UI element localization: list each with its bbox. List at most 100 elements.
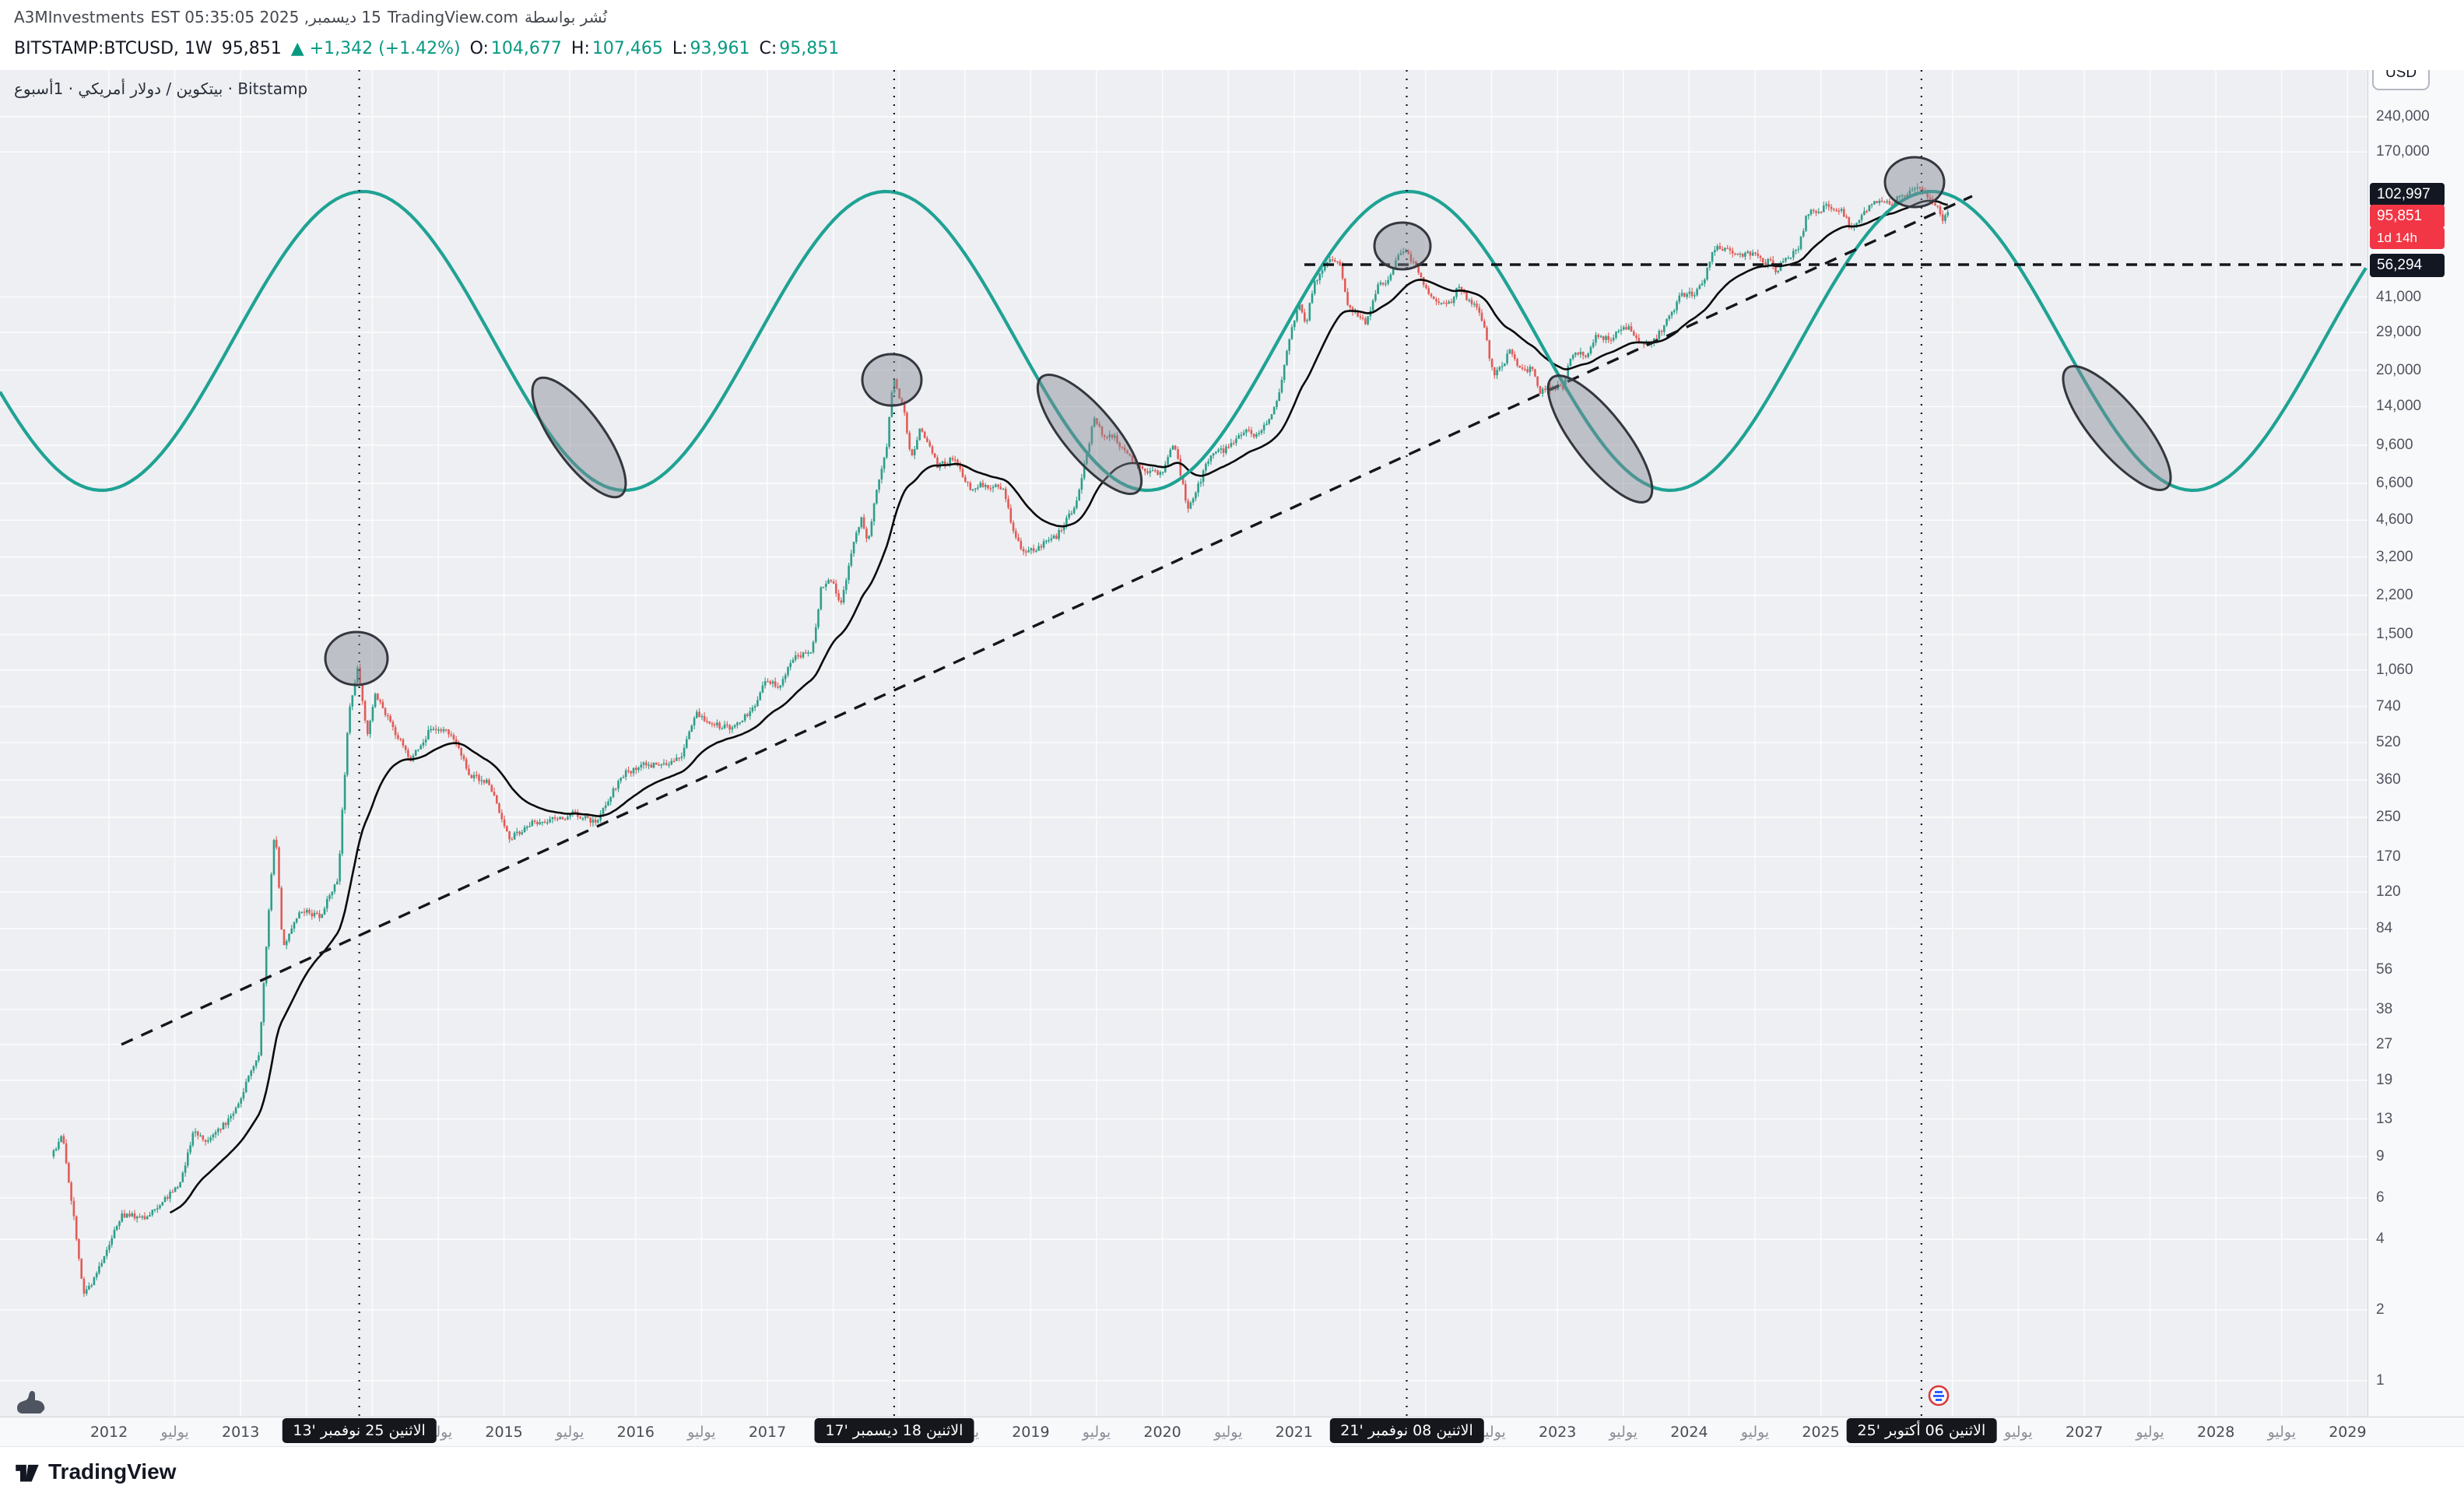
price-tick-label: 250 [2376,809,2401,825]
time-tick-month: يوليو [1609,1424,1638,1441]
price-tick-label: 19 [2376,1071,2393,1088]
price-tick-label: 120 [2376,883,2401,901]
open-value: O: 104,677 [469,39,562,58]
cycle-phase-ellipse[interactable] [1883,156,1946,209]
price-tick-label: 1,500 [2376,626,2413,643]
bar-countdown-badge: 1d 14h [2370,227,2445,249]
time-tick-month: يوليو [555,1424,584,1441]
price-tick-label: 6,600 [2376,475,2413,491]
cycle-phase-ellipse[interactable] [1532,362,1668,516]
cycle-date-badge: الاثنين 25 نوفمبر '13 [282,1418,437,1443]
price-tick-label: 520 [2376,734,2401,750]
price-tick-label: 41,000 [2376,288,2422,305]
price-tick-label: 9 [2376,1147,2385,1164]
time-tick-year: 2019 [1012,1424,1050,1441]
price-tick-label: 360 [2376,771,2401,788]
price-tick-label: 1 [2376,1371,2385,1389]
time-tick-month: يوليو [2004,1424,2033,1441]
price-tick-label: 38 [2376,1000,2393,1017]
time-tick-year: 2028 [2197,1424,2235,1441]
cycle-date-badge: الاثنين 06 أكتوبر '25 [1846,1418,1997,1443]
price-tick-label: 9,600 [2376,436,2413,453]
time-tick-month: يوليو [2136,1424,2164,1441]
time-tick-month: يوليو [1213,1424,1243,1441]
time-tick-year: 2016 [616,1424,655,1441]
ma-value-badge: 102,997 [2370,183,2445,206]
price-change: ▲ +1,342 (+1.42%) [290,39,461,58]
time-tick-year: 2015 [485,1424,523,1441]
price-tick-label: 740 [2376,697,2401,715]
time-tick-month: يوليو [687,1424,716,1441]
price-tick-label: 6 [2376,1189,2385,1206]
price-tick-label: 14,000 [2376,398,2422,415]
cycle-phase-ellipse[interactable] [324,630,389,687]
price-tick-label: 3,200 [2376,548,2413,565]
time-tick-year: 2020 [1143,1424,1181,1441]
price-tick-label: 4,600 [2376,511,2413,529]
time-tick-year: 2021 [1275,1424,1313,1441]
price-tick-label: 2,200 [2376,587,2413,603]
symbol-description: بيتكوين / دولار أمريكي · 1أسبوع · Bitsta… [14,79,308,98]
high-value: H: 107,465 [570,39,663,58]
publish-attribution: A3MInvestments 15 ديسمبر, 2025 05:35:05 … [14,8,607,26]
time-tick-year: 2025 [1802,1424,1840,1441]
last-price-badge: 95,851 [2370,205,2445,228]
price-tick-label: 2 [2376,1301,2385,1318]
dino-watermark-icon [17,1391,45,1413]
cycle-phase-ellipse[interactable] [2047,352,2186,504]
time-tick-year: 2024 [1670,1424,1708,1441]
price-tick-label: 56 [2376,961,2393,978]
low-value: L: 93,961 [672,39,750,58]
price-tick-label: 4 [2376,1231,2385,1247]
time-tick-month: يوليو [1082,1424,1111,1441]
published-by-label: نُشر بواسطة [524,8,608,26]
price-tick-label: 1,060 [2376,661,2413,678]
cycle-phase-ellipse[interactable] [1373,221,1432,271]
publisher-username: A3MInvestments [14,8,145,26]
grid-lines [0,70,2367,1417]
rising-trendline[interactable] [121,195,1973,1046]
price-tick-label: 13 [2376,1110,2393,1127]
cycle-phase-ellipse[interactable] [517,365,641,510]
cycle-phase-ellipse[interactable] [1022,360,1157,508]
cycle-phase-ellipse[interactable] [861,353,923,407]
time-axis[interactable]: 2012 2013 2015 2016 2017 2019 2020 2021 2023 2024… [0,1417,2464,1447]
symbol-legend[interactable]: BITSTAMP:BTCUSD, 1W 95,851 ▲ +1,342 (+1.… [14,39,839,58]
time-tick-year: 2023 [1539,1424,1577,1441]
time-tick-year: 2029 [2329,1424,2367,1441]
time-tick-month: يوليو [1477,1424,1506,1441]
price-tick-label: 240,000 [2376,108,2430,125]
price-axis[interactable]: USD 240,000 170,000 41,000 29,000 20,000 14,0… [2367,0,2464,1446]
time-tick-year: 2012 [90,1424,128,1441]
time-tick-year: 2027 [2065,1424,2104,1441]
price-tick-label: 20,000 [2376,361,2422,378]
brand-name: TradingView [48,1459,177,1484]
calendar-event-icon[interactable] [1927,1384,1950,1407]
price-tick-label: 29,000 [2376,323,2422,340]
chart-background[interactable] [0,70,2367,1417]
price-tick-label: 27 [2376,1035,2393,1052]
price-tick-label: 170,000 [2376,143,2430,160]
level-price-badge: 56,294 [2370,254,2445,277]
time-tick-year: 2017 [748,1424,787,1441]
close-value: C: 95,851 [759,39,840,58]
time-tick-year: 2013 [222,1424,260,1441]
cycle-date-badge: الاثنين 18 ديسمبر '17 [814,1418,974,1443]
price-tick-label: 84 [2376,920,2393,936]
time-tick-month: يوليو [160,1424,189,1441]
cycle-sine-wave[interactable] [0,189,2367,493]
price-tick-label: 170 [2376,848,2401,865]
publish-datetime: 15 ديسمبر, 2025 05:35:05 EST [150,8,381,26]
tradingview-mark-icon [16,1464,39,1482]
symbol-title: BITSTAMP:BTCUSD, 1W [14,39,212,58]
last-price: 95,851 [221,39,282,58]
time-tick-month: يوليو [1740,1424,1770,1441]
tradingview-domain: TradingView.com [387,8,518,26]
time-tick-month: يوليو [2267,1424,2297,1441]
chart-header: A3MInvestments 15 ديسمبر, 2025 05:35:05 … [0,0,2464,70]
page-footer: TradingView [0,1446,2464,1503]
cycle-date-badge: الاثنين 08 نوفمبر '21 [1329,1418,1484,1443]
tradingview-logo[interactable]: TradingView [14,1459,176,1485]
